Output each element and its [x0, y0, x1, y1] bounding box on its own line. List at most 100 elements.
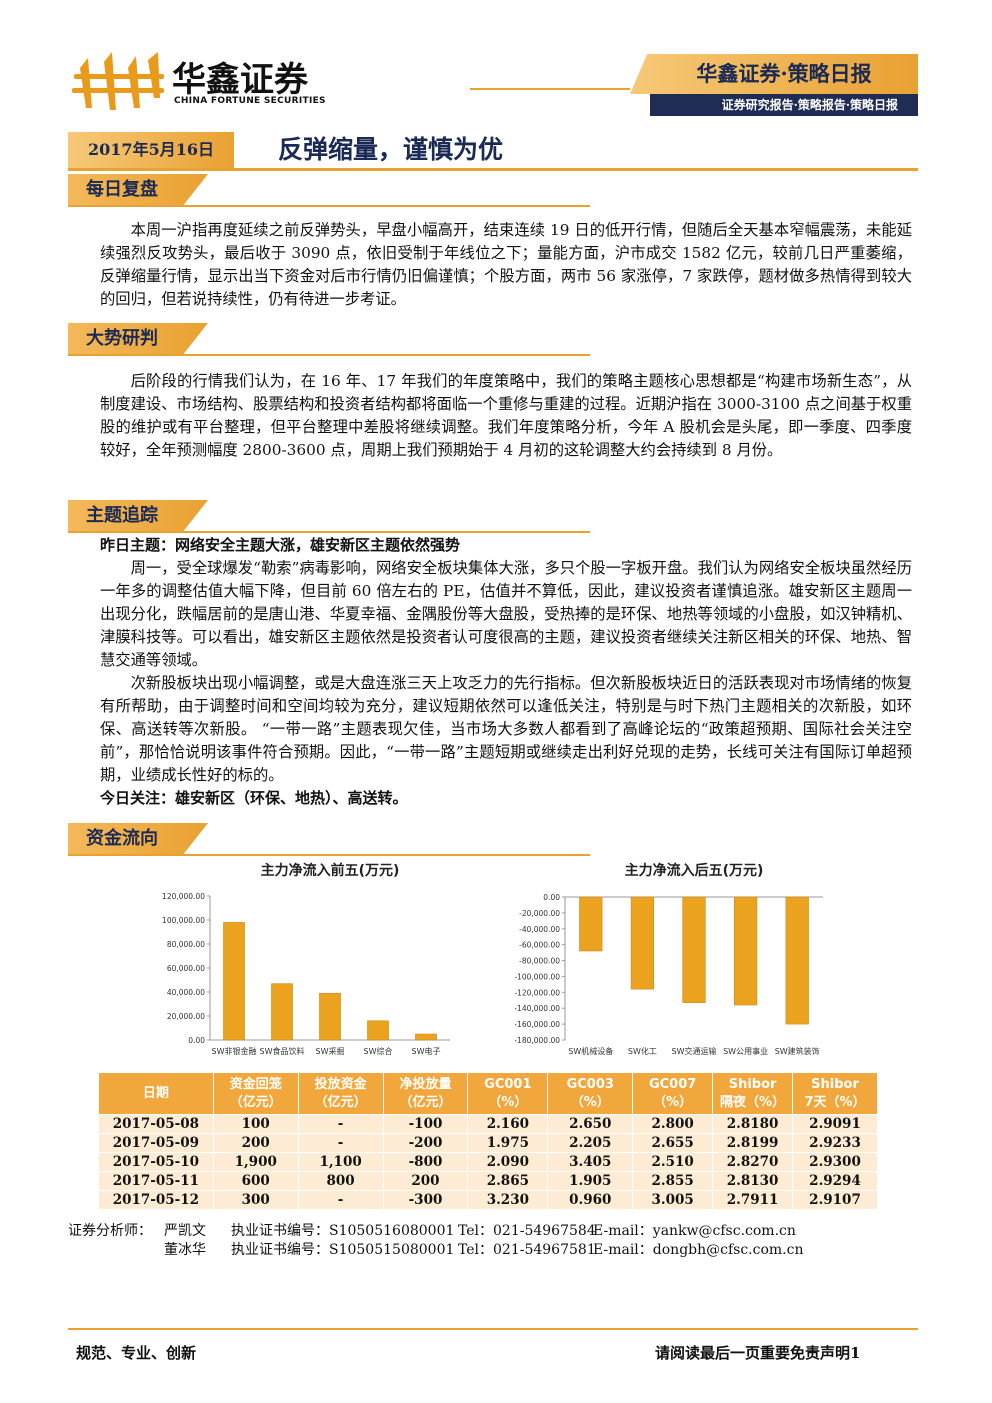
tail: 今日关注：雄安新区（环保、地热）、高送转。	[100, 789, 408, 807]
section-body: 昨日主题：网络安全主题大涨，雄安新区主题依然强势 周一，受全球爆发“勒索”病毒影…	[100, 534, 912, 810]
table-cell: 2.9233	[792, 1133, 878, 1153]
section-heading: 资金流向	[68, 823, 208, 855]
table-row: 2017-05-08 100- -100 2.160 2.650 2.800 2.8180 2…	[98, 1114, 878, 1134]
y-tick-label: -140,000.00	[514, 1004, 560, 1013]
x-tick-label: SW建筑装饰	[775, 1046, 820, 1056]
header-text: 7天（%）	[804, 1094, 866, 1110]
bar	[630, 896, 655, 990]
chart-title: 主力净流入前五(万元)	[261, 862, 400, 879]
header-text: （%）	[488, 1094, 528, 1110]
table-cell: 2.8130	[712, 1171, 794, 1191]
x-tick-label: SW公用事业	[723, 1046, 768, 1056]
y-tick-label: 40,000.00	[167, 988, 205, 997]
header-text: 日期	[142, 1085, 169, 1101]
chart: 主力净流入前五(万元) 0.00 20,000.00 40,000.00 60,000.…	[162, 862, 450, 1056]
header-text: 资金回笼	[229, 1076, 282, 1092]
table-cell: 2.855	[632, 1171, 714, 1191]
header-line	[470, 88, 630, 90]
table-cell: 2017-05-08	[98, 1114, 214, 1134]
table-cell: 2.650	[547, 1114, 634, 1134]
table-cell: 2017-05-12	[98, 1190, 214, 1210]
table-cell: 2.205	[547, 1133, 634, 1153]
table-cell: 1.905	[547, 1171, 634, 1191]
header-text: GC003	[566, 1076, 614, 1092]
analysts-label: 证券分析师：	[68, 1223, 152, 1239]
table-cell: 1,100	[297, 1152, 384, 1172]
header-text: Shibor	[811, 1076, 859, 1092]
table-row: 2017-05-12 300- -300 3.230 0.960 3.005 2.7911 2…	[98, 1190, 878, 1210]
header-cell: Shibor 7天（%）	[792, 1072, 878, 1115]
table-row: 2017-05-11 600 800 200 2.865 1.905 2.855 2.8130…	[98, 1171, 878, 1191]
paragraph: 本周一沪指再度延续之前反弹势头，早盘小幅高开，结束连续 19 日的低开行情，但随…	[100, 221, 912, 308]
banner-title: 华鑫证券·策略日报	[630, 54, 918, 94]
header-text: 投放资金	[314, 1076, 367, 1092]
analyst-field: 执业证书编号：S1050516080001	[231, 1223, 455, 1239]
footer-line	[68, 1328, 918, 1330]
section-line	[68, 354, 590, 356]
disclaimer: 请阅读最后一页重要免责声明	[655, 1344, 851, 1362]
header-text: （%）	[570, 1094, 610, 1110]
bar	[415, 1033, 437, 1041]
section-line	[68, 205, 590, 207]
header-text: GC001	[484, 1076, 532, 1092]
x-tick-label: SW化工	[628, 1046, 657, 1056]
x-tick-label: SW采掘	[316, 1046, 345, 1056]
section-body: 后阶段的行情我们认为，在 16 年、17 年我们的年度策略中，我们的策略主题核心…	[100, 370, 912, 462]
section-line	[68, 531, 590, 533]
header-cell: GC007 （%）	[632, 1072, 714, 1115]
bar	[579, 896, 603, 952]
y-tick-label: 0.00	[188, 1036, 205, 1045]
section-heading: 主题追踪	[68, 500, 208, 532]
table-cell: -	[297, 1133, 384, 1153]
x-tick-label: SW综合	[364, 1046, 393, 1056]
table-cell: 2.510	[632, 1152, 714, 1172]
table-cell: 100	[212, 1114, 299, 1134]
bar	[223, 922, 245, 1041]
table-cell: 3.405	[547, 1152, 634, 1172]
analyst-field: 执业证书编号：S1050515080001	[231, 1242, 455, 1258]
table-cell: 3.005	[632, 1190, 714, 1210]
table-cell: 0.960	[547, 1190, 634, 1210]
header-cell: 资金回笼 （亿元）	[212, 1072, 299, 1115]
header-text: 隔夜（%）	[720, 1094, 786, 1110]
table-cell: 200	[212, 1133, 299, 1153]
table-row: 2017-05-09 200- -200 1.975 2.205 2.655 2.8199 2…	[98, 1133, 878, 1153]
lead: 昨日主题：网络安全主题大涨，雄安新区主题依然强势	[100, 536, 461, 554]
table-cell: 300	[212, 1190, 299, 1210]
header-text: （亿元）	[314, 1094, 367, 1110]
header-row: 日期 资金回笼 （亿元） 投放资金 （亿元） 净投放量 （亿元） GC001 （%） GC003 （…	[98, 1072, 878, 1115]
analyst-field: 严凯文	[164, 1223, 206, 1239]
analyst-field: Tel：021-54967581	[458, 1242, 596, 1258]
table-cell: 2.9091	[792, 1114, 878, 1134]
analyst-field: E-mail：dongbh@cfsc.com.cn	[593, 1242, 804, 1258]
logo-english: CHINA FORTUNE SECURITIES	[174, 96, 326, 106]
bar	[271, 983, 293, 1041]
y-tick-label: 100,000.00	[162, 916, 205, 925]
header-text: （%）	[653, 1094, 693, 1110]
data-table: 日期 资金回笼 （亿元） 投放资金 （亿元） 净投放量 （亿元） GC001 （%） GC003 （…	[98, 1072, 878, 1210]
x-tick-label: SW非银金融	[212, 1046, 257, 1056]
table-cell: -	[297, 1190, 384, 1210]
table-cell: -300	[382, 1190, 469, 1210]
y-tick-label: -180,000.00	[514, 1036, 560, 1045]
y-tick-label: 80,000.00	[167, 940, 205, 949]
header-cell: GC001 （%）	[467, 1072, 549, 1115]
table-cell: 2.7911	[712, 1190, 794, 1210]
header-text: GC007	[648, 1076, 697, 1092]
table-cell: -800	[382, 1152, 469, 1172]
analyst-field: Tel：021-54967584	[458, 1223, 596, 1239]
header-text: （亿元）	[229, 1094, 282, 1110]
title-line	[68, 168, 918, 171]
paragraph: 周一，受全球爆发“勒索”病毒影响，网络安全板块集体大涨，多只个股一字板开盘。我们…	[100, 559, 912, 669]
bar	[785, 896, 809, 1025]
bar	[733, 896, 758, 1006]
y-tick-label: -80,000.00	[519, 957, 560, 966]
chart-title: 主力净流入后五(万元)	[625, 862, 764, 879]
page-number: 1	[850, 1344, 861, 1362]
table-cell: -	[297, 1114, 384, 1134]
y-tick-label: -160,000.00	[514, 1020, 560, 1029]
analyst-field: E-mail：yankw@cfsc.com.cn	[593, 1223, 796, 1239]
table-cell: 2.8180	[712, 1114, 794, 1134]
section-heading: 大势研判	[68, 323, 208, 355]
